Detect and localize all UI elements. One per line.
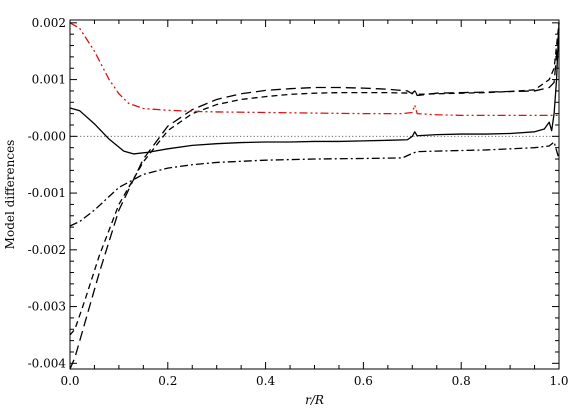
x-tick-label: 0.2 xyxy=(158,374,177,388)
x-tick-label: 0.8 xyxy=(452,374,471,388)
y-tick-label: -0.001 xyxy=(28,186,66,200)
series-layer xyxy=(69,22,560,370)
x-tick-label: 0.0 xyxy=(60,374,79,388)
series-line-2 xyxy=(69,28,560,370)
x-axis-title: r/R xyxy=(305,393,324,407)
series-line-3 xyxy=(69,22,560,336)
y-tick-label: -0.000 xyxy=(28,129,66,143)
y-axis-title: Model differences xyxy=(3,140,17,250)
x-tick-label: 0.6 xyxy=(354,374,373,388)
series-line-1 xyxy=(69,22,560,155)
x-tick-label: 1.0 xyxy=(549,374,568,388)
tick-layer xyxy=(69,20,560,369)
series-line-4 xyxy=(69,141,560,227)
series-line-5 xyxy=(69,22,559,116)
y-tick-label: -0.002 xyxy=(28,243,66,257)
tick-label-layer: 0.0 0.2 0.4 0.6 0.8 1.0 -0.004 -0.003 -0.002 -0.0… xyxy=(28,16,569,388)
y-tick-label: 0.001 xyxy=(32,73,66,87)
y-tick-label: -0.003 xyxy=(28,300,66,314)
y-tick-label: 0.002 xyxy=(32,16,66,30)
y-tick-label: -0.004 xyxy=(28,356,67,370)
x-tick-label: 0.4 xyxy=(256,374,275,388)
